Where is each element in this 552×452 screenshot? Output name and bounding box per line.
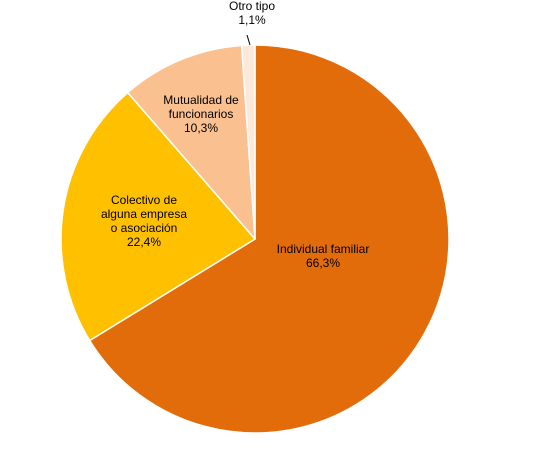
pie-slice-1 xyxy=(88,44,450,434)
slice-label-1: Individual familiar 66,3% xyxy=(277,242,370,270)
slice-label-3: Mutualidad de funcionarios 10,3% xyxy=(163,93,239,135)
slice-category-label: funcionarios xyxy=(169,107,234,121)
pie-labels: Individual familiar 66,3% Colectivo de algu… xyxy=(101,0,369,270)
slice-label-4: Otro tipo 1,1% xyxy=(229,0,275,27)
otro-tipo-leader-line xyxy=(246,34,251,46)
slice-category-label: Mutualidad de xyxy=(163,93,239,107)
slice-value-label: 66,3% xyxy=(306,256,340,270)
pie-slice-2 xyxy=(60,91,256,342)
slice-category-label: alguna empresa xyxy=(101,207,187,221)
slice-category-label: Otro tipo xyxy=(229,0,275,13)
pie-slice-3 xyxy=(126,44,256,240)
slice-value-label: 10,3% xyxy=(184,121,218,135)
slice-value-label: 22,4% xyxy=(127,235,161,249)
slice-category-label: o asociación xyxy=(111,221,178,235)
pie-slice-4 xyxy=(240,44,256,240)
slice-category-label: Individual familiar xyxy=(277,242,370,256)
slice-label-2: Colectivo de alguna empresa o asociación 22… xyxy=(101,193,187,249)
slice-category-label: Colectivo de xyxy=(111,193,177,207)
slice-value-label: 1,1% xyxy=(238,13,266,27)
pie-slices xyxy=(60,44,450,434)
